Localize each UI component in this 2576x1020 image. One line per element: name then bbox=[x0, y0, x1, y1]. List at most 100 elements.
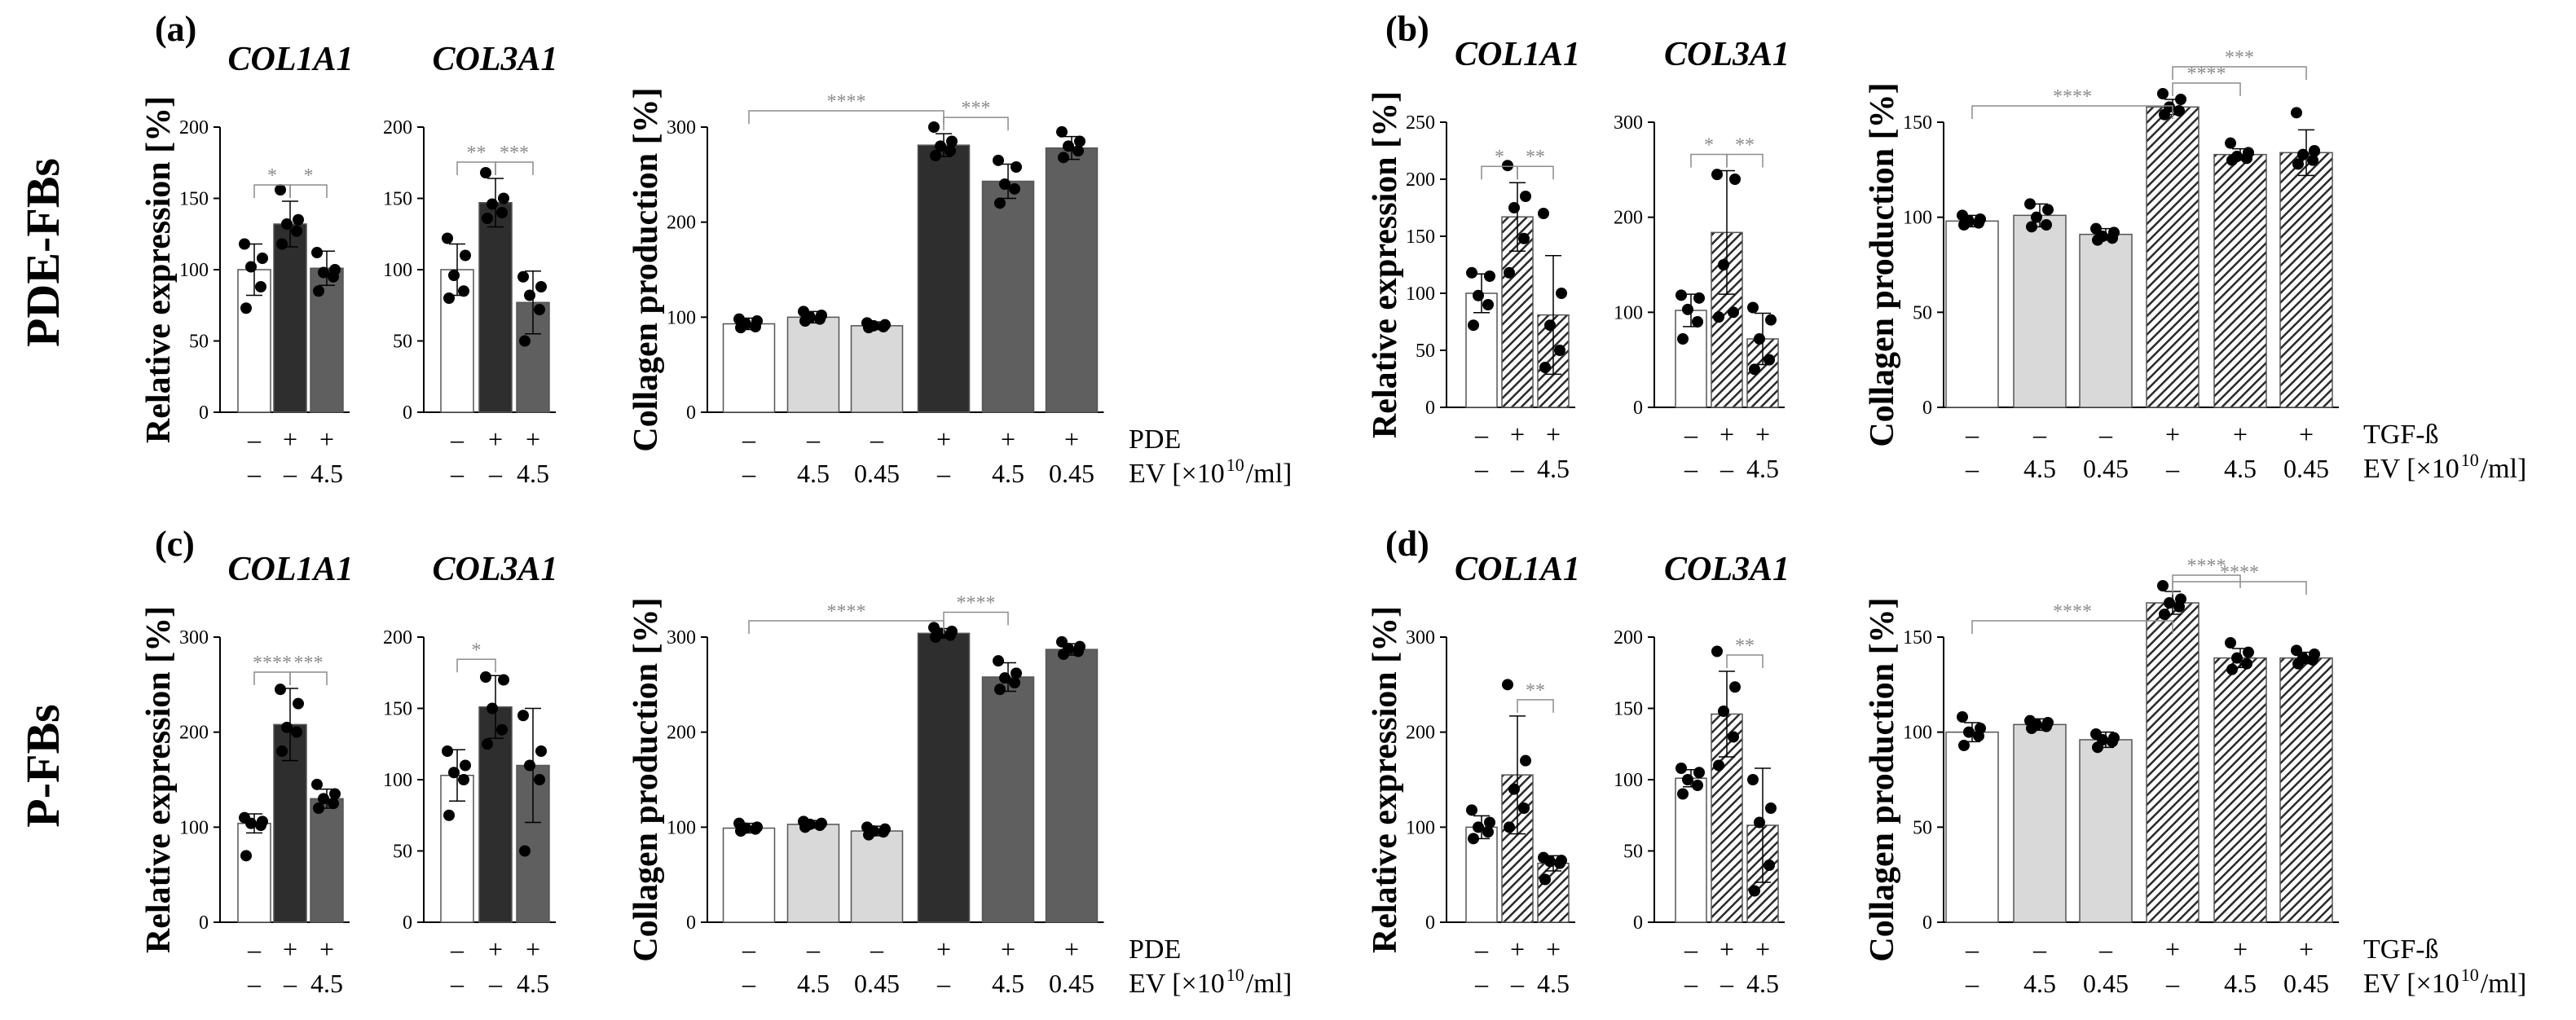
significance-label: * bbox=[472, 640, 482, 661]
y-tick-label: 150 bbox=[383, 189, 412, 210]
data-point bbox=[2092, 741, 2103, 754]
y-tick-label: 100 bbox=[383, 770, 412, 791]
significance-bracket bbox=[1517, 699, 1554, 713]
treatment-label: + bbox=[1064, 424, 1079, 454]
ev-label: – bbox=[488, 459, 503, 488]
data-point bbox=[245, 261, 257, 273]
data-point bbox=[1728, 731, 1739, 743]
y-axis-label: Relative expression [%] bbox=[140, 606, 178, 953]
significance-label: **** bbox=[827, 91, 866, 112]
data-point bbox=[930, 150, 941, 161]
significance-bracket bbox=[748, 110, 945, 124]
chart-title: COL1A1 bbox=[227, 551, 353, 588]
ev-label: – bbox=[742, 459, 756, 488]
treatment-label: – bbox=[742, 934, 756, 964]
y-tick-label: 0 bbox=[403, 912, 412, 934]
data-point bbox=[1958, 740, 1970, 751]
y-tick-label: 0 bbox=[1425, 398, 1435, 419]
data-point bbox=[482, 213, 493, 224]
data-point bbox=[293, 213, 304, 226]
data-point bbox=[2309, 145, 2320, 156]
data-point bbox=[2297, 148, 2309, 160]
data-point bbox=[1484, 270, 1495, 282]
data-point bbox=[2092, 234, 2103, 246]
data-point bbox=[448, 270, 460, 281]
significance-label: ** bbox=[1526, 147, 1545, 168]
ev-label: – bbox=[1474, 454, 1489, 483]
y-tick-label: 300 bbox=[1406, 627, 1435, 648]
significance-bracket bbox=[2172, 66, 2307, 80]
y-tick-label: 300 bbox=[667, 627, 696, 648]
row-caption-ev-unit: /ml] bbox=[2481, 969, 2527, 999]
chart-title: COL3A1 bbox=[1664, 551, 1790, 588]
data-point bbox=[480, 167, 491, 178]
data-point bbox=[496, 207, 508, 218]
data-point bbox=[1539, 873, 1551, 886]
y-tick-label: 0 bbox=[199, 402, 209, 424]
data-point bbox=[329, 788, 341, 800]
significance-label: *** bbox=[2225, 47, 2254, 68]
significance-bracket bbox=[1726, 654, 1764, 668]
data-point bbox=[517, 270, 529, 283]
data-point bbox=[2041, 720, 2052, 732]
y-tick-label: 200 bbox=[667, 723, 696, 744]
treatment-label: + bbox=[526, 934, 540, 964]
data-point bbox=[1554, 345, 1565, 356]
treatment-label: – bbox=[2098, 420, 2113, 449]
y-tick-label: 0 bbox=[1633, 912, 1643, 934]
bar bbox=[1945, 220, 1999, 408]
y-tick-label: 300 bbox=[1614, 112, 1643, 134]
significance-bracket bbox=[456, 658, 496, 673]
treatment-label: + bbox=[2165, 420, 2180, 449]
data-point bbox=[1693, 292, 1705, 304]
data-point bbox=[1747, 774, 1759, 785]
data-point bbox=[482, 738, 493, 750]
significance-bracket bbox=[1690, 153, 1728, 168]
y-tick-label: 0 bbox=[1425, 912, 1435, 934]
significance-bracket bbox=[289, 671, 328, 685]
chart-title: COL1A1 bbox=[227, 41, 353, 78]
significance-bracket bbox=[1971, 105, 2173, 119]
treatment-label: – bbox=[742, 424, 756, 454]
data-point bbox=[1711, 169, 1723, 181]
data-point bbox=[1508, 202, 1520, 213]
treatment-label: – bbox=[1474, 420, 1489, 449]
data-point bbox=[1556, 288, 1567, 299]
bar bbox=[1045, 147, 1099, 413]
treatment-label: + bbox=[2299, 934, 2314, 964]
data-point bbox=[442, 232, 453, 244]
ev-label: – bbox=[247, 969, 262, 998]
data-point bbox=[2026, 221, 2037, 233]
data-point bbox=[1473, 821, 1484, 833]
data-point bbox=[863, 829, 874, 841]
y-tick-label: 50 bbox=[1623, 842, 1643, 863]
data-point bbox=[318, 266, 329, 279]
treatment-label: – bbox=[450, 934, 465, 964]
data-point bbox=[1677, 788, 1689, 800]
data-point bbox=[1963, 726, 1975, 738]
treatment-label: + bbox=[1546, 934, 1561, 964]
data-point bbox=[1539, 362, 1551, 373]
bar bbox=[786, 824, 840, 923]
treatment-label: – bbox=[1474, 934, 1489, 964]
data-point bbox=[2164, 597, 2175, 609]
y-tick-label: 50 bbox=[189, 332, 209, 353]
data-point bbox=[1676, 289, 1687, 301]
bar bbox=[310, 798, 344, 923]
treatment-label: + bbox=[2233, 934, 2248, 964]
significance-bracket bbox=[1971, 620, 2173, 634]
panel-letter-b: (b) bbox=[1385, 9, 1429, 49]
significance-label: **** bbox=[2220, 562, 2259, 583]
data-point bbox=[2241, 152, 2252, 165]
data-point bbox=[2107, 232, 2118, 244]
data-point bbox=[2225, 637, 2236, 648]
ev-label: – bbox=[1510, 969, 1525, 998]
ev-label: – bbox=[247, 459, 262, 488]
data-point bbox=[1677, 333, 1689, 345]
